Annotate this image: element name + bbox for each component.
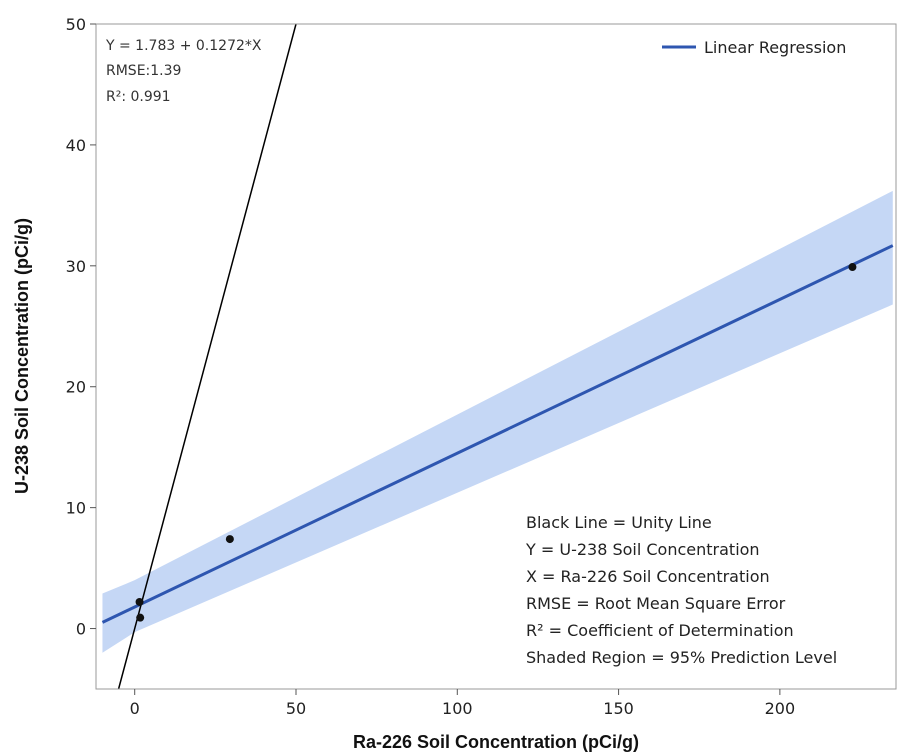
note-line: Black Line = Unity Line	[526, 513, 712, 532]
regression-line	[101, 244, 894, 624]
rmse-text: RMSE:1.39	[106, 63, 181, 79]
x-axis-title: Ra-226 Soil Concentration (pCi/g)	[353, 732, 639, 752]
legend-label: Linear Regression	[704, 38, 846, 57]
regression-annotation: Y = 1.783 + 0.1272*X RMSE:1.39 R²: 0.991	[105, 38, 262, 105]
data-point	[136, 613, 145, 622]
x-tick-label: 200	[765, 699, 796, 718]
x-tick-label: 100	[442, 699, 473, 718]
unity-line	[117, 24, 297, 689]
y-axis-title: U-238 Soil Concentration (pCi/g)	[12, 218, 32, 494]
data-point	[848, 263, 857, 272]
data-point	[135, 597, 144, 606]
y-tick-label: 20	[66, 378, 86, 397]
note-line: X = Ra-226 Soil Concentration	[526, 567, 770, 586]
plot-frame	[95, 23, 897, 690]
x-tick-label: 50	[286, 699, 306, 718]
plot-marks	[101, 24, 894, 689]
equation-text: Y = 1.783 + 0.1272*X	[105, 38, 262, 54]
note-line: R² = Coefficient of Determination	[526, 621, 794, 640]
x-tick-label: 0	[130, 699, 140, 718]
x-tick-label: 150	[603, 699, 634, 718]
note-line: Y = U-238 Soil Concentration	[525, 540, 760, 559]
note-line: Shaded Region = 95% Prediction Level	[526, 648, 837, 667]
note-line: RMSE = Root Mean Square Error	[526, 594, 786, 613]
legend: Linear Regression	[662, 38, 846, 57]
axes: 0 50 100 150 200 0 10 20 30 40 50	[66, 15, 897, 718]
y-tick-label: 50	[66, 15, 86, 34]
prediction-band	[102, 190, 893, 653]
r-squared-text: R²: 0.991	[106, 89, 171, 105]
y-tick-label: 40	[66, 136, 86, 155]
notes-box: Black Line = Unity Line Y = U-238 Soil C…	[525, 513, 837, 667]
y-tick-label: 0	[76, 620, 86, 639]
data-point	[225, 535, 234, 544]
y-tick-label: 10	[66, 499, 86, 518]
y-tick-label: 30	[66, 257, 86, 276]
